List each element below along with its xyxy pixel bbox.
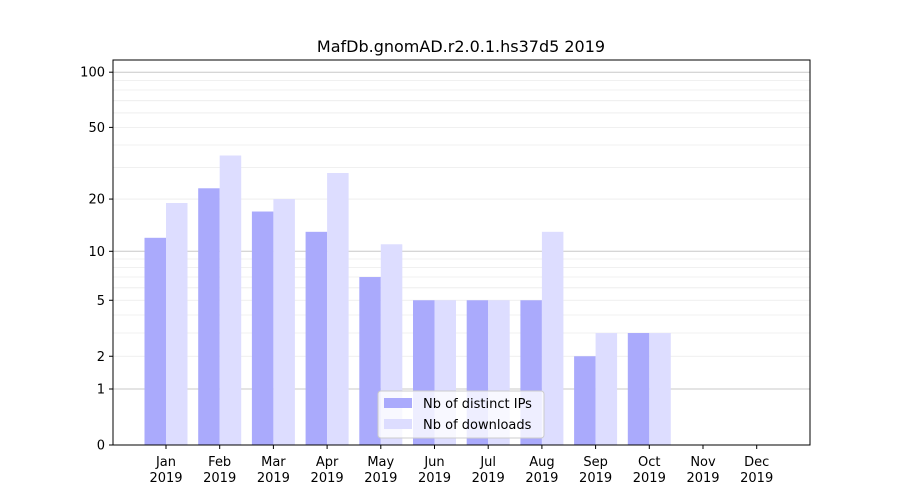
bar-distinct-ips-may bbox=[359, 277, 381, 445]
x-tick-label-year: 2019 bbox=[418, 471, 451, 486]
x-tick-label-month: Feb bbox=[208, 455, 231, 470]
plot-frame bbox=[112, 59, 811, 446]
x-axis: Jan2019Feb2019Mar2019Apr2019May2019Jun20… bbox=[149, 445, 773, 486]
x-tick-label-month: Apr bbox=[316, 455, 339, 470]
x-tick-label-month: Nov bbox=[690, 455, 716, 470]
x-tick-label-year: 2019 bbox=[686, 471, 719, 486]
y-tick-label: 5 bbox=[97, 294, 105, 309]
y-axis: 0 1 2 5 10 20 50 100 bbox=[80, 66, 113, 454]
y-tick-label: 100 bbox=[80, 66, 105, 81]
x-tick-label-year: 2019 bbox=[364, 471, 397, 486]
chart-title: MafDb.gnomAD.r2.0.1.hs37d5 2019 bbox=[317, 37, 605, 56]
legend-label: Nb of distinct IPs bbox=[423, 397, 532, 412]
legend: Nb of distinct IPs Nb of downloads bbox=[377, 390, 545, 439]
x-tick-label-month: Sep bbox=[583, 455, 608, 470]
y-tick-label: 20 bbox=[88, 193, 105, 208]
bar-distinct-ips-jan bbox=[144, 237, 166, 445]
x-tick-label-year: 2019 bbox=[740, 471, 773, 486]
x-tick-label-year: 2019 bbox=[579, 471, 612, 486]
bar-downloads-sep bbox=[595, 333, 618, 445]
y-tick-label: 10 bbox=[88, 245, 105, 260]
bar-downloads-aug bbox=[541, 231, 564, 445]
bar-distinct-ips-sep bbox=[574, 356, 596, 445]
bar-downloads-mar bbox=[273, 199, 295, 445]
bar-distinct-ips-feb bbox=[198, 188, 220, 446]
x-tick-label-year: 2019 bbox=[257, 471, 290, 486]
x-tick-label-year: 2019 bbox=[633, 471, 666, 486]
x-tick-label-year: 2019 bbox=[525, 471, 558, 486]
bar-downloads-oct bbox=[649, 333, 671, 445]
legend-box bbox=[377, 390, 545, 439]
bar-distinct-ips-apr bbox=[305, 231, 328, 445]
y-tick-label: 0 bbox=[97, 439, 105, 454]
x-tick-label-month: Jul bbox=[479, 455, 496, 470]
x-tick-label-year: 2019 bbox=[203, 471, 236, 486]
legend-label: Nb of downloads bbox=[423, 418, 532, 433]
x-tick-label-month: Jun bbox=[423, 455, 444, 470]
bar-downloads-jan bbox=[166, 203, 188, 445]
x-tick-label-month: Mar bbox=[261, 455, 286, 470]
x-tick-label-year: 2019 bbox=[311, 471, 344, 486]
x-tick-label-month: Aug bbox=[529, 455, 554, 470]
y-tick-label: 50 bbox=[88, 121, 105, 136]
bar-distinct-ips-oct bbox=[627, 333, 650, 445]
x-tick-label-year: 2019 bbox=[472, 471, 505, 486]
legend-swatch bbox=[384, 398, 412, 408]
y-tick-label: 2 bbox=[97, 350, 105, 365]
bar-distinct-ips-mar bbox=[251, 211, 274, 445]
legend-swatch bbox=[384, 419, 412, 429]
x-tick-label-month: Oct bbox=[638, 455, 660, 470]
x-tick-label-month: May bbox=[367, 455, 394, 470]
bar-downloads-apr bbox=[327, 172, 349, 446]
y-tick-label: 1 bbox=[97, 383, 105, 398]
x-tick-label-month: Jan bbox=[155, 455, 176, 470]
x-tick-label-year: 2019 bbox=[149, 471, 182, 486]
x-tick-label-month: Dec bbox=[744, 455, 769, 470]
bar-downloads-feb bbox=[219, 155, 242, 445]
